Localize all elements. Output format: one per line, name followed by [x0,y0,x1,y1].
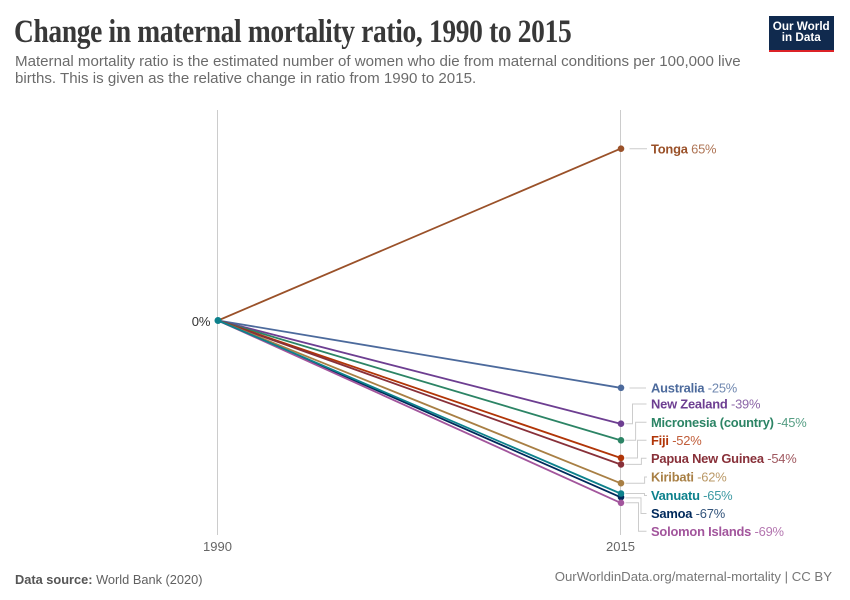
svg-text:Solomon Islands -69%: Solomon Islands -69% [651,524,784,539]
svg-text:New Zealand -39%: New Zealand -39% [651,396,760,411]
svg-text:1990: 1990 [203,539,232,554]
svg-text:2015: 2015 [606,539,635,554]
svg-text:Micronesia (country) -45%: Micronesia (country) -45% [651,415,806,430]
svg-text:Tonga 65%: Tonga 65% [651,141,716,156]
svg-text:Kiribati -62%: Kiribati -62% [651,470,727,485]
svg-text:Australia -25%: Australia -25% [651,381,737,396]
svg-text:Papua New Guinea -54%: Papua New Guinea -54% [651,451,797,466]
svg-text:Vanuatu -65%: Vanuatu -65% [651,488,732,503]
svg-text:Samoa -67%: Samoa -67% [651,506,725,521]
svg-text:0%: 0% [192,314,211,329]
svg-text:Fiji -52%: Fiji -52% [651,433,702,448]
